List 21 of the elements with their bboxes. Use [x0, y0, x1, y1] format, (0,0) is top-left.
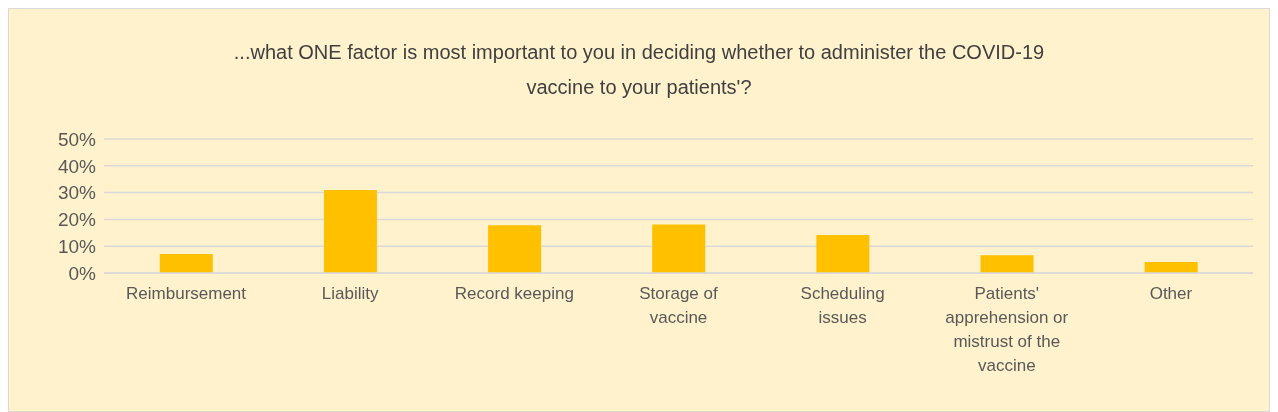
x-tick-label: Other — [1149, 284, 1193, 303]
y-tick-label: 20% — [57, 209, 97, 231]
bar — [488, 225, 542, 273]
bar — [159, 253, 213, 273]
y-tick-label: 30% — [57, 182, 97, 204]
bar — [652, 224, 706, 273]
y-tick-label: 0% — [68, 262, 97, 284]
y-tick-label: 10% — [57, 235, 97, 257]
bar — [323, 189, 377, 273]
y-tick-label: 50% — [57, 128, 97, 150]
x-tick-label: Reimbursement — [126, 284, 247, 303]
chart-title: ...what ONE factor is most important to you in deciding whether to administer the COVID-19 vaccine to your patients'? — [232, 40, 1046, 100]
x-tick-label: Record keeping — [454, 284, 574, 303]
bar — [980, 255, 1034, 273]
y-tick-label: 40% — [57, 155, 97, 177]
x-tick-label: Patients' apprehension or mistrust of the vaccine — [945, 284, 1069, 375]
x-tick-label: Storage of vaccine — [639, 284, 718, 327]
bar — [816, 234, 870, 273]
x-tick-label: Liability — [321, 284, 380, 303]
bar — [1144, 262, 1198, 273]
x-tick-label: Scheduling issues — [800, 284, 885, 327]
